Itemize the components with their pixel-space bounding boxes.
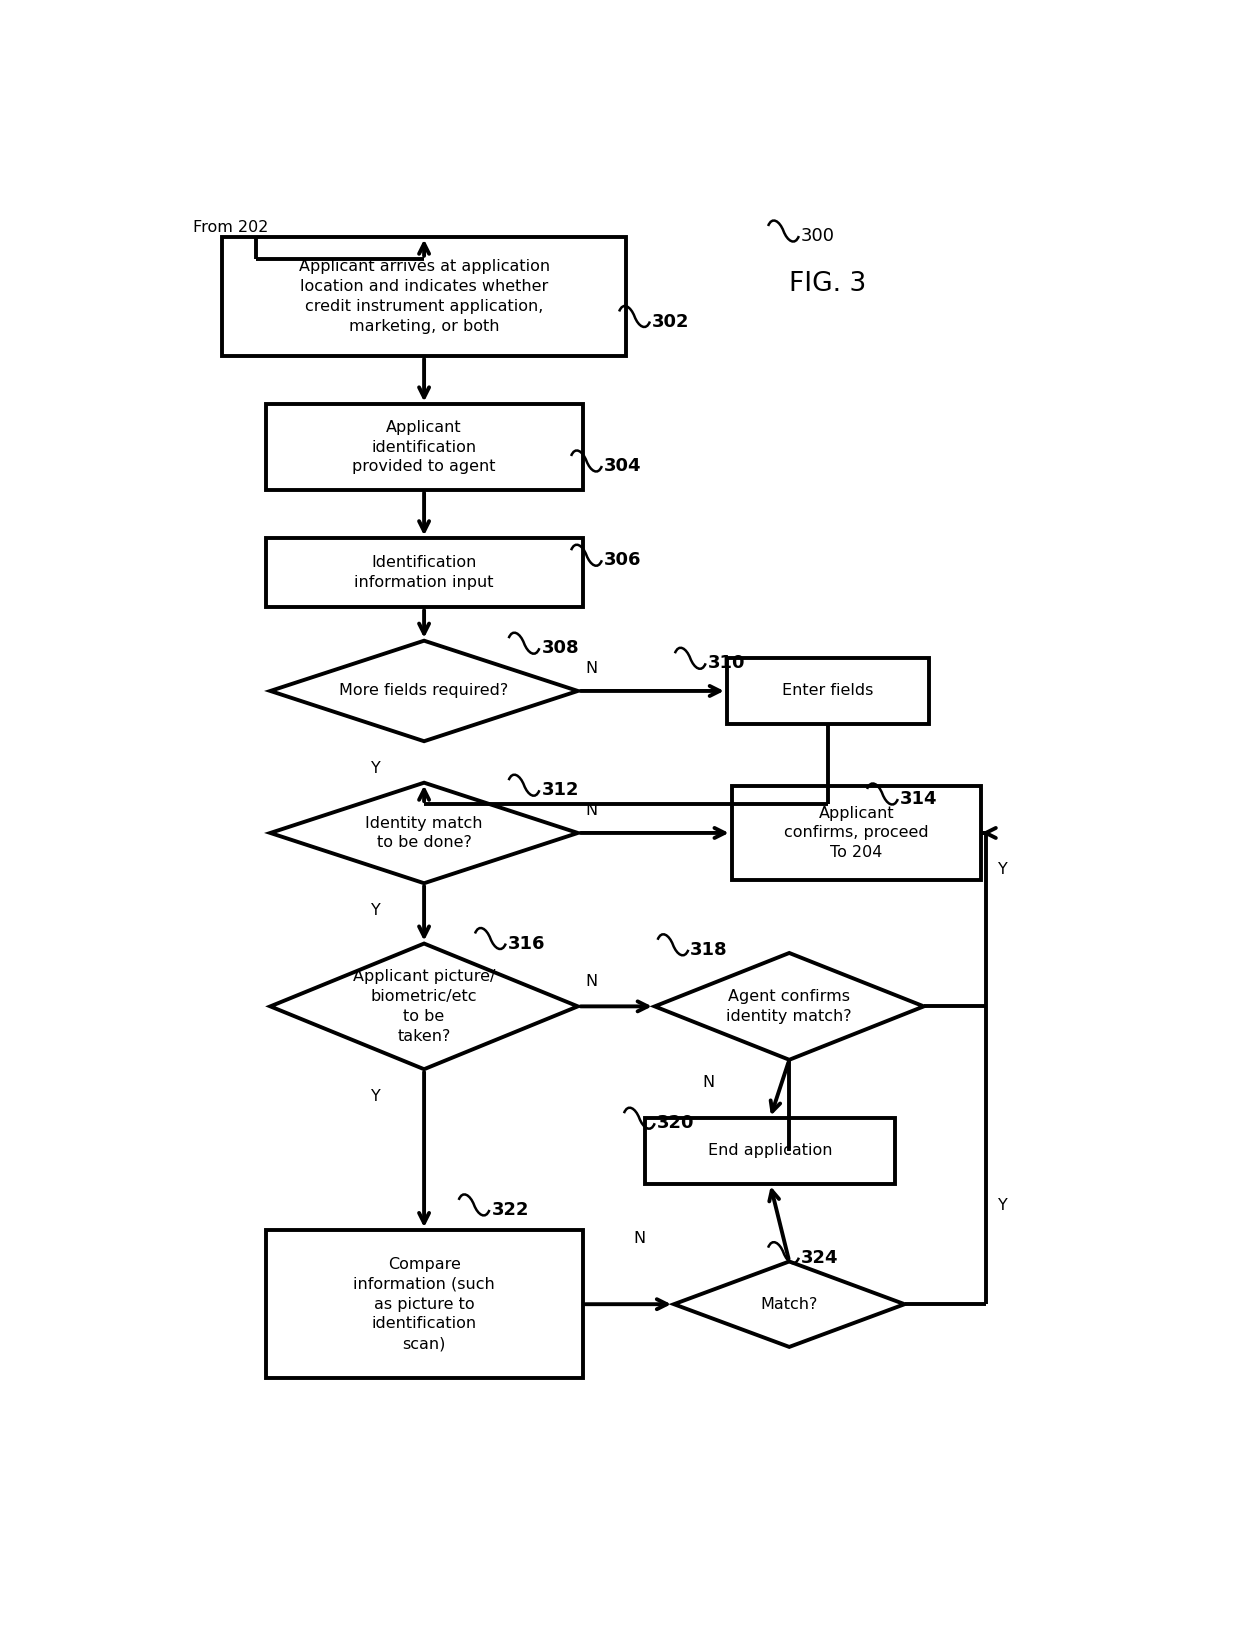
Polygon shape [655, 953, 924, 1059]
Text: Identity match
to be done?: Identity match to be done? [366, 816, 482, 850]
Text: 300: 300 [801, 227, 835, 245]
Text: Applicant
confirms, proceed
To 204: Applicant confirms, proceed To 204 [784, 806, 929, 860]
Text: 308: 308 [542, 640, 579, 658]
Polygon shape [270, 783, 578, 883]
FancyBboxPatch shape [645, 1118, 895, 1183]
Polygon shape [675, 1262, 905, 1346]
Text: 320: 320 [657, 1115, 694, 1133]
Polygon shape [270, 641, 578, 741]
Text: 318: 318 [691, 940, 728, 960]
Polygon shape [270, 943, 578, 1069]
Text: Match?: Match? [760, 1297, 818, 1312]
Text: Agent confirms
identity match?: Agent confirms identity match? [727, 989, 852, 1023]
Text: Compare
information (such
as picture to
identification
scan): Compare information (such as picture to … [353, 1257, 495, 1351]
Text: Identification
information input: Identification information input [355, 555, 494, 591]
Text: More fields required?: More fields required? [340, 684, 508, 698]
Text: N: N [585, 803, 598, 818]
Text: 312: 312 [542, 782, 579, 800]
Text: Y: Y [371, 762, 381, 777]
Text: Applicant
identification
provided to agent: Applicant identification provided to age… [352, 419, 496, 475]
Text: 314: 314 [900, 790, 937, 808]
Text: N: N [703, 1075, 715, 1090]
Text: End application: End application [708, 1144, 832, 1159]
Text: Y: Y [998, 862, 1008, 876]
Text: 306: 306 [604, 552, 641, 570]
Text: N: N [585, 661, 598, 676]
Text: N: N [632, 1232, 645, 1247]
Text: 304: 304 [604, 457, 641, 475]
Text: Y: Y [371, 1089, 381, 1105]
Text: FIG. 3: FIG. 3 [789, 271, 867, 297]
Text: Y: Y [371, 904, 381, 919]
Text: 322: 322 [491, 1201, 528, 1219]
Text: 316: 316 [507, 935, 546, 953]
FancyBboxPatch shape [222, 237, 626, 356]
Text: Y: Y [998, 1198, 1008, 1213]
FancyBboxPatch shape [265, 1231, 583, 1379]
FancyBboxPatch shape [265, 539, 583, 607]
FancyBboxPatch shape [727, 658, 929, 723]
Text: Applicant arrives at application
location and indicates whether
credit instrumen: Applicant arrives at application locatio… [299, 259, 549, 333]
Text: N: N [585, 974, 598, 989]
FancyBboxPatch shape [732, 787, 982, 880]
FancyBboxPatch shape [265, 405, 583, 490]
Text: 324: 324 [801, 1248, 838, 1266]
Text: From 202: From 202 [193, 220, 269, 235]
Text: Applicant picture/
biometric/etc
to be
taken?: Applicant picture/ biometric/etc to be t… [353, 969, 495, 1043]
Text: 310: 310 [708, 654, 745, 672]
Text: 302: 302 [652, 312, 689, 331]
Text: Enter fields: Enter fields [782, 684, 873, 698]
